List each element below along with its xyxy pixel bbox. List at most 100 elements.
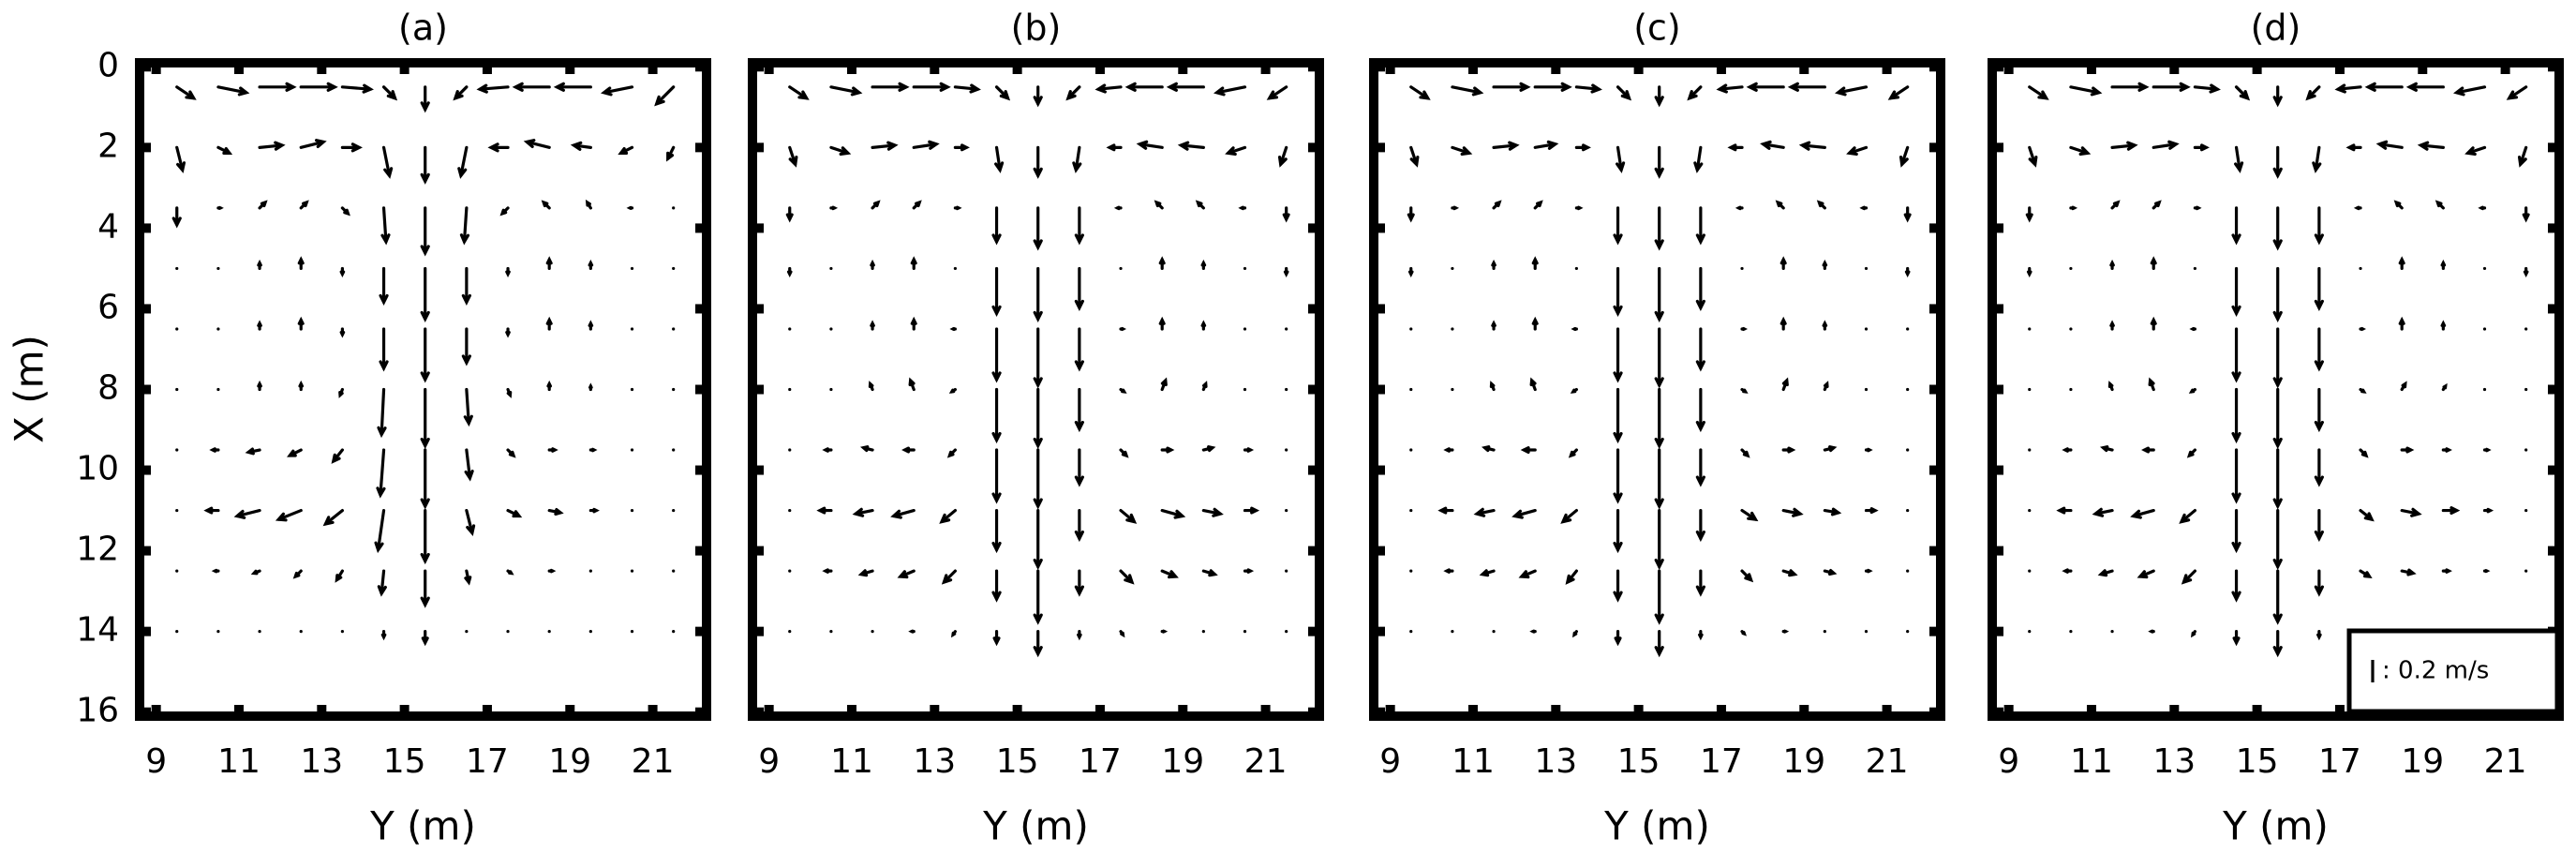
vector-arrow [1238,205,1247,211]
vector-arrow [1160,508,1186,519]
vector-arrow [459,206,470,246]
vector-arrow [1654,387,1664,450]
vector-arrow [1616,145,1626,173]
vector-arrow [672,508,676,513]
vector-arrow [1613,266,1623,318]
vector-arrow [505,327,511,338]
vector-arrow [1094,83,1123,94]
vector-arrow [994,145,1005,173]
vector-arrow [788,569,792,573]
x-tick-mark [1178,705,1188,716]
vector-arrow [1074,448,1084,487]
x-tick-mark [2252,705,2262,716]
vector-arrow [1823,445,1838,453]
x-tick-mark [1260,705,1271,716]
vector-arrow [1654,327,1664,389]
vector-arrow [258,630,261,634]
vector-arrow [1160,569,1179,579]
vector-arrow [1779,256,1787,271]
vector-arrow [946,448,957,458]
y-tick-mark [1992,384,2003,395]
vector-arrow [941,569,957,585]
vector-arrow [1846,145,1869,157]
vector-arrow [2231,327,2241,383]
vector-arrow [1654,569,1664,625]
vector-arrow [2028,145,2038,168]
vector-arrow [2524,327,2528,331]
x-tick-mark [1012,705,1022,716]
vector-arrow [1616,85,1632,101]
vector-arrow [465,508,476,537]
vector-arrow [175,145,186,173]
vector-arrow [2482,266,2487,271]
vector-arrow [868,381,874,392]
y-tick-mark [1374,546,1385,556]
y-tick-mark [1308,626,1319,636]
vector-arrow [2524,569,2528,573]
plot-frame [135,58,711,721]
vector-arrow [381,145,394,179]
vector-arrow [2193,205,2202,211]
vector-arrow [2316,630,2322,641]
x-tick-label: 15 [2236,742,2279,781]
x-axis-label: Y (m) [2222,803,2329,849]
vector-arrow [339,327,346,338]
y-tick-mark [695,62,707,72]
y-tick-mark [1374,707,1385,717]
vector-arrow [1451,630,1454,634]
vector-arrow [258,82,297,92]
vector-arrow [2272,327,2283,389]
y-tick-mark [695,626,707,636]
vector-arrow [991,508,1002,554]
vector-arrow [1119,508,1138,524]
x-tick-label: 9 [758,742,780,781]
vector-arrow [2069,327,2073,331]
vector-arrow [2524,448,2528,452]
vector-arrow [1492,82,1531,92]
vector-arrow [2405,82,2445,92]
vector-arrow [2305,85,2321,101]
vector-arrow [2152,82,2191,92]
vector-arrow [1409,387,1413,392]
x-tick-label: 15 [1617,742,1660,781]
vector-arrow [2314,266,2324,312]
vector-arrow [2189,326,2196,332]
vector-arrow [2417,141,2445,151]
vector-arrow [1716,83,1744,94]
vector-arrow [2359,387,2367,394]
x-tick-mark [1633,63,1644,74]
vector-arrow [1409,85,1431,100]
x-tick-mark [2086,63,2096,74]
vector-arrow [2272,145,2283,179]
vector-arrow [2092,507,2114,517]
vector-arrow [1572,630,1578,638]
vector-arrow [1266,85,1288,100]
vector-arrow [788,85,810,100]
panel: (b) 9 11 13 15 17 19 21 Y (m) [748,7,1324,849]
vector-arrow [2393,200,2404,210]
y-tick-mark [140,707,151,717]
vector-arrow [1864,327,1869,331]
vector-arrow [464,569,472,586]
vector-arrow [1033,327,1043,389]
x-axis-label: Y (m) [1603,803,1710,849]
vector-arrow [1154,200,1164,210]
y-tick-mark [2548,223,2559,233]
vector-arrow [1835,85,1869,97]
vector-arrow [2069,387,2073,392]
vector-arrow [1481,445,1496,453]
vector-arrow [1285,448,1288,452]
vector-arrow [381,85,398,101]
vector-arrow [2524,508,2528,513]
x-axis-label: Y (m) [982,803,1089,849]
y-tick-mark [1929,465,1941,475]
vector-arrow [1518,569,1537,579]
vector-arrow [1816,200,1826,210]
y-tick-mark [1374,465,1385,475]
vector-arrow [829,85,863,97]
vector-arrow [1033,85,1043,108]
vector-arrow [871,141,899,151]
vector-arrow [1072,145,1082,173]
vector-arrow [335,569,344,583]
panel-title: (c) [1633,7,1681,49]
